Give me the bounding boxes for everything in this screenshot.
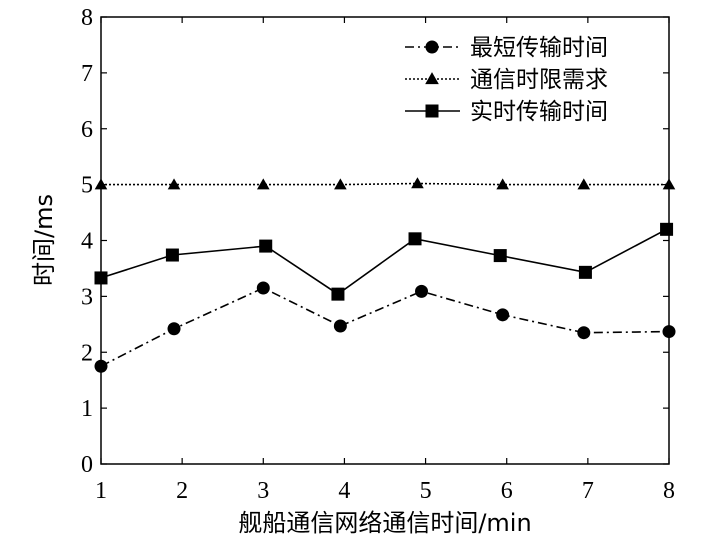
y-tick-label: 4 <box>81 229 93 255</box>
data-point-square <box>165 248 179 262</box>
legend-marker-circle <box>425 40 439 54</box>
data-point-triangle <box>256 178 270 190</box>
data-point-triangle <box>411 177 424 189</box>
data-point-triangle <box>496 178 509 190</box>
y-tick-label: 5 <box>81 173 93 199</box>
data-point-square <box>408 232 422 246</box>
legend-label: 实时传输时间 <box>470 99 608 125</box>
x-tick-label: 8 <box>663 478 675 504</box>
data-point-square <box>493 249 507 263</box>
data-point-triangle <box>577 178 591 190</box>
x-tick-label: 4 <box>338 478 350 504</box>
data-point-square <box>578 265 592 279</box>
y-tick-label: 3 <box>81 284 93 310</box>
series-line-square <box>100 228 667 296</box>
x-tick-label: 5 <box>420 478 432 504</box>
series-line-triangle <box>101 182 669 186</box>
y-tick-label: 6 <box>81 117 93 143</box>
x-tick-label: 7 <box>582 478 594 504</box>
data-point-circle <box>333 319 347 333</box>
y-tick-label: 0 <box>81 452 93 478</box>
data-point-triangle <box>167 178 181 190</box>
series-line-circle <box>100 287 670 367</box>
y-tick-label: 8 <box>81 5 93 31</box>
series-layer <box>94 177 676 373</box>
data-point-circle <box>496 308 510 322</box>
y-axis-title-group: 时间/ms <box>30 194 58 286</box>
x-tick-label: 1 <box>95 478 107 504</box>
y-tick-label: 1 <box>81 396 93 422</box>
data-point-square <box>660 222 674 236</box>
data-point-square <box>331 287 345 301</box>
plot-frame <box>100 16 670 465</box>
x-axis-title: 舰船通信网络通信时间/min <box>238 509 531 537</box>
data-point-circle <box>167 322 181 336</box>
series-triangle <box>94 177 676 190</box>
data-point-triangle <box>334 178 347 190</box>
legend-marker-square <box>425 104 439 118</box>
data-point-circle <box>256 281 270 295</box>
data-point-circle <box>415 284 429 298</box>
data-point-square <box>259 239 273 253</box>
legend-label: 最短传输时间 <box>470 35 608 61</box>
legend-marker-triangle <box>425 72 439 85</box>
y-axis-title: 时间/ms <box>30 194 58 286</box>
x-tick-label: 6 <box>501 478 513 504</box>
x-tick-label: 3 <box>257 478 269 504</box>
x-tick-label: 2 <box>176 478 188 504</box>
data-point-circle <box>577 326 591 340</box>
series-circle <box>94 281 676 373</box>
legend-label: 通信时限需求 <box>470 67 608 93</box>
series-square <box>94 222 674 301</box>
y-tick-label: 2 <box>81 340 93 366</box>
y-tick-label: 7 <box>81 61 93 87</box>
